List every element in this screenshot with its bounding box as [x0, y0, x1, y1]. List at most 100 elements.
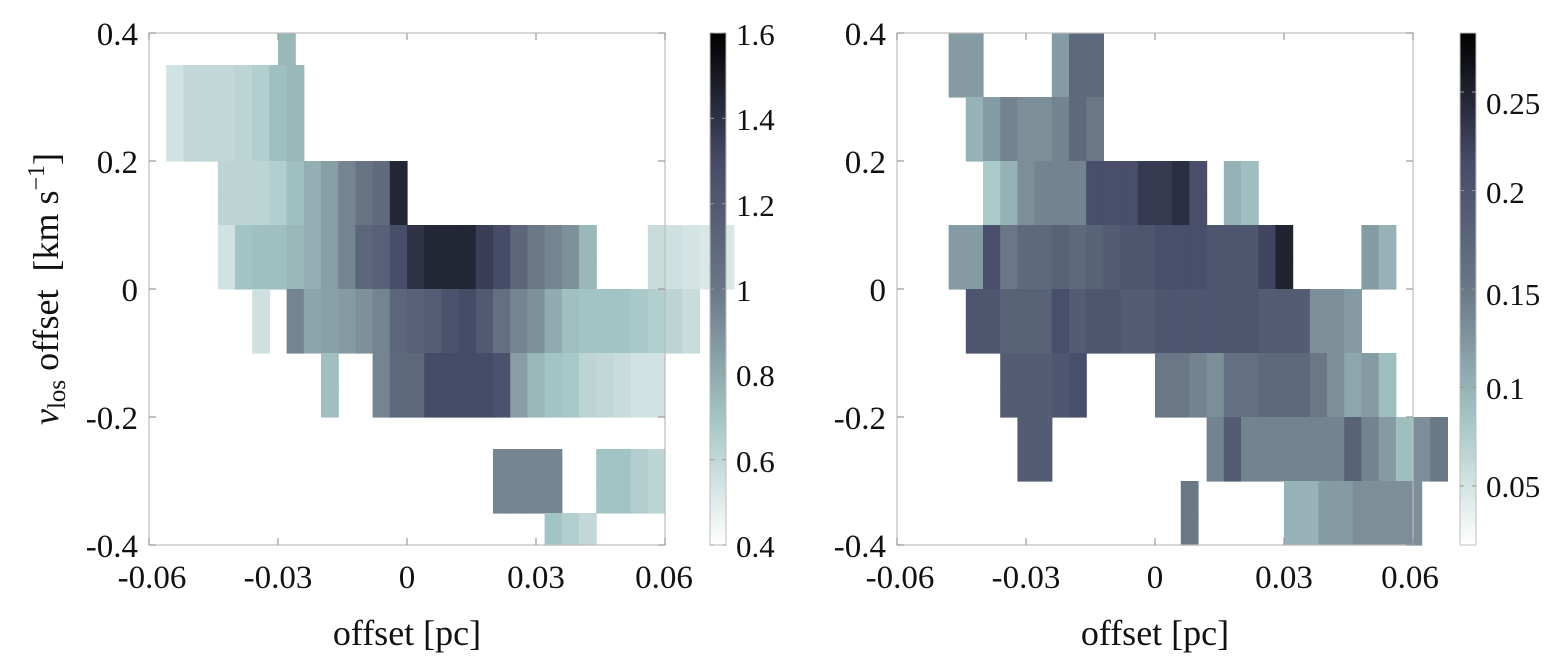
heatmap-cell — [1344, 353, 1362, 386]
heatmap-cell — [665, 225, 683, 258]
heatmap-cell — [1241, 353, 1259, 386]
heatmap-cell — [1069, 289, 1087, 322]
heatmap-cell — [965, 129, 984, 162]
heatmap-cell — [983, 321, 1001, 354]
heatmap-cell — [1395, 417, 1414, 482]
heatmap-cell — [1069, 129, 1087, 162]
heatmap-cell — [217, 193, 236, 226]
heatmap-cell — [1206, 257, 1225, 290]
heatmap-cell — [1387, 513, 1405, 546]
heatmap-cell — [1327, 289, 1345, 322]
heatmap-cell — [286, 129, 305, 162]
heatmap-cell — [1223, 289, 1242, 322]
heatmap-cell — [1137, 161, 1156, 194]
heatmap-cell — [269, 65, 288, 98]
heatmap-cell — [441, 257, 460, 290]
heatmap-cell — [1120, 193, 1139, 226]
heatmap-cell — [269, 129, 288, 162]
heatmap-cell — [407, 353, 425, 386]
heatmap-cell — [579, 225, 597, 258]
heatmap-cell — [1017, 129, 1036, 162]
left-xtick-label: 0.03 — [507, 560, 565, 596]
heatmap-cell — [983, 161, 1001, 194]
heatmap-cell — [579, 353, 597, 386]
heatmap-cell — [983, 129, 1001, 162]
left-colorbar-label: 1.2 — [736, 188, 775, 223]
heatmap-cell — [286, 65, 305, 98]
heatmap-cell — [1413, 417, 1431, 482]
heatmap-cell — [424, 385, 442, 418]
heatmap-cell — [1378, 225, 1397, 258]
heatmap-cell — [647, 289, 666, 322]
heatmap-cell — [286, 225, 305, 258]
left-tick-marks — [148, 32, 666, 546]
heatmap-cell — [1103, 321, 1122, 354]
heatmap-cell — [1000, 225, 1018, 258]
heatmap-cell — [647, 321, 666, 354]
heatmap-cell — [1051, 161, 1070, 194]
right-ytick-label: 0.2 — [845, 145, 886, 181]
heatmap-cell — [665, 321, 683, 354]
heatmap-cell — [1051, 385, 1070, 418]
heatmap-cell — [527, 225, 546, 258]
heatmap-cell — [321, 225, 339, 258]
heatmap-cell — [1086, 193, 1104, 226]
heatmap-cell — [1155, 385, 1173, 418]
heatmap-cell — [579, 321, 597, 354]
heatmap-cell — [1378, 257, 1397, 290]
right-colorbar-label: 0.2 — [1486, 175, 1525, 210]
heatmap-cell — [948, 257, 967, 290]
heatmap-cell — [1120, 289, 1139, 322]
heatmap-cell — [252, 161, 270, 194]
heatmap-cell — [630, 353, 649, 386]
heatmap-cell — [407, 289, 425, 322]
heatmap-cell — [1017, 321, 1036, 354]
heatmap-cell — [1189, 321, 1208, 354]
heatmap-cell — [424, 225, 442, 258]
heatmap-cell — [338, 321, 356, 354]
left-x-axis-label: offset [pc] — [333, 613, 481, 653]
heatmap-cell — [596, 353, 614, 386]
heatmap-cell — [321, 289, 339, 322]
heatmap-cell — [372, 321, 391, 354]
heatmap-cell — [1301, 481, 1319, 514]
right-tick-marks — [896, 32, 1414, 546]
heatmap-cell — [1327, 417, 1345, 482]
heatmap-cell — [1069, 225, 1087, 258]
heatmap-cell — [948, 33, 967, 98]
heatmap-cell — [372, 289, 391, 322]
heatmap-cell — [1172, 321, 1190, 354]
heatmap-cell — [235, 65, 253, 98]
heatmap-cell — [235, 225, 253, 258]
heatmap-cell — [1258, 257, 1276, 290]
right-panel: 0.4 0.2 0 -0.2 -0.4 -0.06 -0.03 0 0.03 0… — [834, 17, 1541, 653]
heatmap-cell — [458, 225, 477, 258]
heatmap-cell — [166, 97, 184, 130]
heatmap-cell — [1241, 417, 1259, 482]
heatmap-cell — [527, 289, 546, 322]
heatmap-cell — [1370, 481, 1388, 514]
heatmap-cell — [1086, 33, 1104, 98]
heatmap-cell — [1172, 257, 1190, 290]
heatmap-cell — [1275, 353, 1294, 386]
right-colorbar-label: 0.25 — [1486, 86, 1540, 121]
heatmap-cell — [1017, 289, 1036, 322]
heatmap-cell — [200, 97, 219, 130]
heatmap-cell — [1241, 321, 1259, 354]
heatmap-cell — [544, 513, 563, 546]
heatmap-cell — [235, 161, 253, 194]
heatmap-cell — [1034, 129, 1053, 162]
right-x-axis-label: offset [pc] — [1081, 613, 1229, 653]
heatmap-cell — [1223, 385, 1242, 418]
heatmap-cell — [1103, 289, 1122, 322]
left-colorbar-ticks — [710, 32, 726, 546]
heatmap-cell — [1387, 481, 1405, 514]
left-ytick-label: -0.2 — [86, 401, 138, 437]
heatmap-cell — [1034, 97, 1053, 130]
heatmap-cell — [630, 289, 649, 322]
heatmap-cell — [682, 225, 700, 258]
heatmap-cell — [235, 129, 253, 162]
right-ytick-label: -0.4 — [834, 529, 886, 565]
heatmap-cell — [269, 257, 288, 290]
heatmap-cell — [1223, 353, 1242, 386]
